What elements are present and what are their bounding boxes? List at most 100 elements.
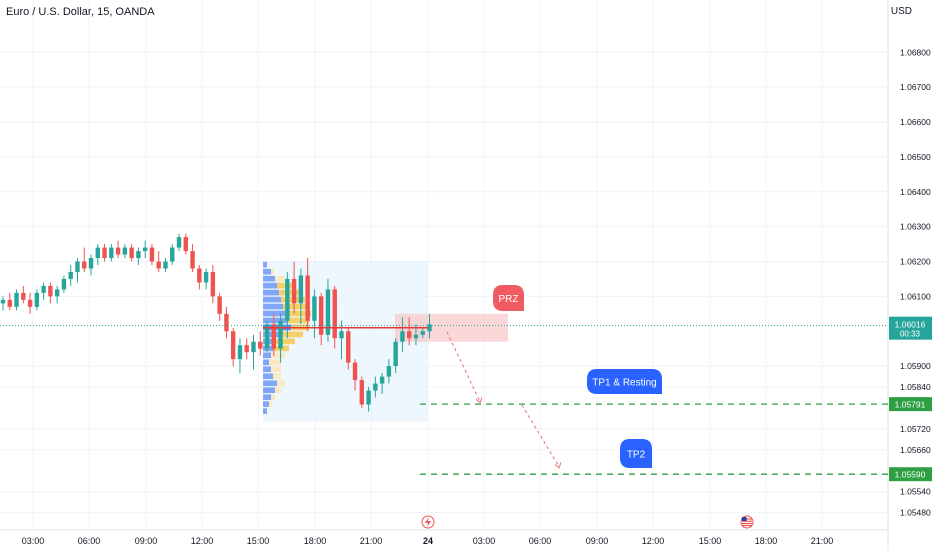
candle-body [258,341,263,349]
x-tick-label: 21:00 [360,536,383,546]
candle-body [75,261,80,272]
candle-body [61,278,67,290]
candle-body [21,292,26,300]
candle-body [366,390,371,405]
candle-body [400,331,405,342]
x-tick-label: 03:00 [22,536,45,546]
y-tick-label: 1.05840 [900,382,931,392]
candle-body [183,237,188,252]
volume-profile-up-bar [263,317,287,324]
volume-profile-down-bar [277,380,285,387]
x-tick-label: 09:00 [586,536,609,546]
candle-body [142,247,148,252]
volume-profile-down-bar [273,373,281,380]
candle-body [163,261,168,269]
candle-body [346,331,351,363]
candle-body [420,331,425,335]
volume-profile-up-bar [263,352,271,359]
candle-body [251,341,256,353]
candle-body [413,334,419,339]
volume-profile-down-bar [271,366,281,373]
volume-profile-down-bar [277,282,293,289]
y-tick-label: 1.06100 [900,291,931,301]
candle-body [224,313,229,332]
volume-profile-up-bar [263,289,279,296]
volume-profile-up-bar [263,310,285,317]
currency-label: USD [890,6,912,17]
annotation-label: TP2 [627,450,646,461]
volume-profile-down-bar [269,401,272,408]
y-tick-label: 1.06200 [900,257,931,267]
candle-body [278,320,283,349]
volume-profile-up-bar [263,394,271,401]
candle-body [190,251,195,269]
candle-body [156,261,161,269]
y-tick-label: 1.05480 [900,508,931,518]
candle-body [325,289,331,335]
candle-body [136,251,141,259]
candle-body [407,331,412,339]
candle-body [88,258,94,269]
candle-body [285,278,290,321]
x-tick-label: 06:00 [78,536,101,546]
candle-body [109,247,114,259]
candle-body [41,285,46,293]
volume-profile-down-bar [271,352,285,359]
annotation-callout [587,369,662,394]
y-tick-label: 1.06500 [900,152,931,162]
candle-body [68,271,73,279]
x-tick-label: 18:00 [755,536,778,546]
candle-body [95,247,100,259]
x-tick-label: 21:00 [811,536,834,546]
volume-profile-up-bar [263,380,277,387]
candle-body [82,261,87,269]
y-tick-label: 1.06700 [900,82,931,92]
target-level-price-label: 1.05791 [895,400,926,410]
candle-body [339,331,344,339]
x-tick-label: 06:00 [529,536,552,546]
y-tick-label: 1.06600 [900,117,931,127]
y-tick-label: 1.06300 [900,222,931,232]
candle-body [230,331,236,360]
volume-profile-down-bar [275,387,281,394]
y-tick-label: 1.05660 [900,445,931,455]
current-price-tag [889,316,932,340]
candle-body [386,366,392,377]
volume-profile-up-bar [263,401,269,408]
symbol-title: Euro / U.S. Dollar, 15, OANDA [6,6,155,18]
candle-body [210,271,216,297]
volume-profile-up-bar [263,408,267,414]
candle-body [264,324,270,349]
candle-body [170,247,175,262]
candle-body [359,380,365,405]
current-price-label: 1.06016 [895,320,926,330]
candle-body [149,247,155,262]
candle-body [129,247,134,259]
candle-body [217,296,222,314]
volume-profile-up-bar [263,268,271,275]
candle-body [373,383,378,391]
candle-body [34,292,40,307]
y-tick-label: 1.06400 [900,187,931,197]
candle-body [237,345,243,360]
target-level-price-tag [889,467,932,482]
annotation-callout [620,439,652,468]
candle-body [54,289,60,297]
candle-body [0,299,6,304]
candle-body [27,299,33,307]
volume-profile-up-bar [263,373,273,380]
annotation-callout [493,285,524,311]
candle-body [271,324,276,349]
y-tick-label: 1.05720 [900,424,931,434]
y-tick-label: 1.06800 [900,47,931,57]
candle-body [305,275,310,321]
volume-profile-down-bar [275,338,295,345]
volume-profile-down-bar [285,310,311,317]
annotation-label: PRZ [499,294,519,305]
y-tick-label: 1.05540 [900,487,931,497]
x-tick-label: 09:00 [135,536,158,546]
candle-body [332,289,337,339]
x-tick-label: 12:00 [642,536,665,546]
